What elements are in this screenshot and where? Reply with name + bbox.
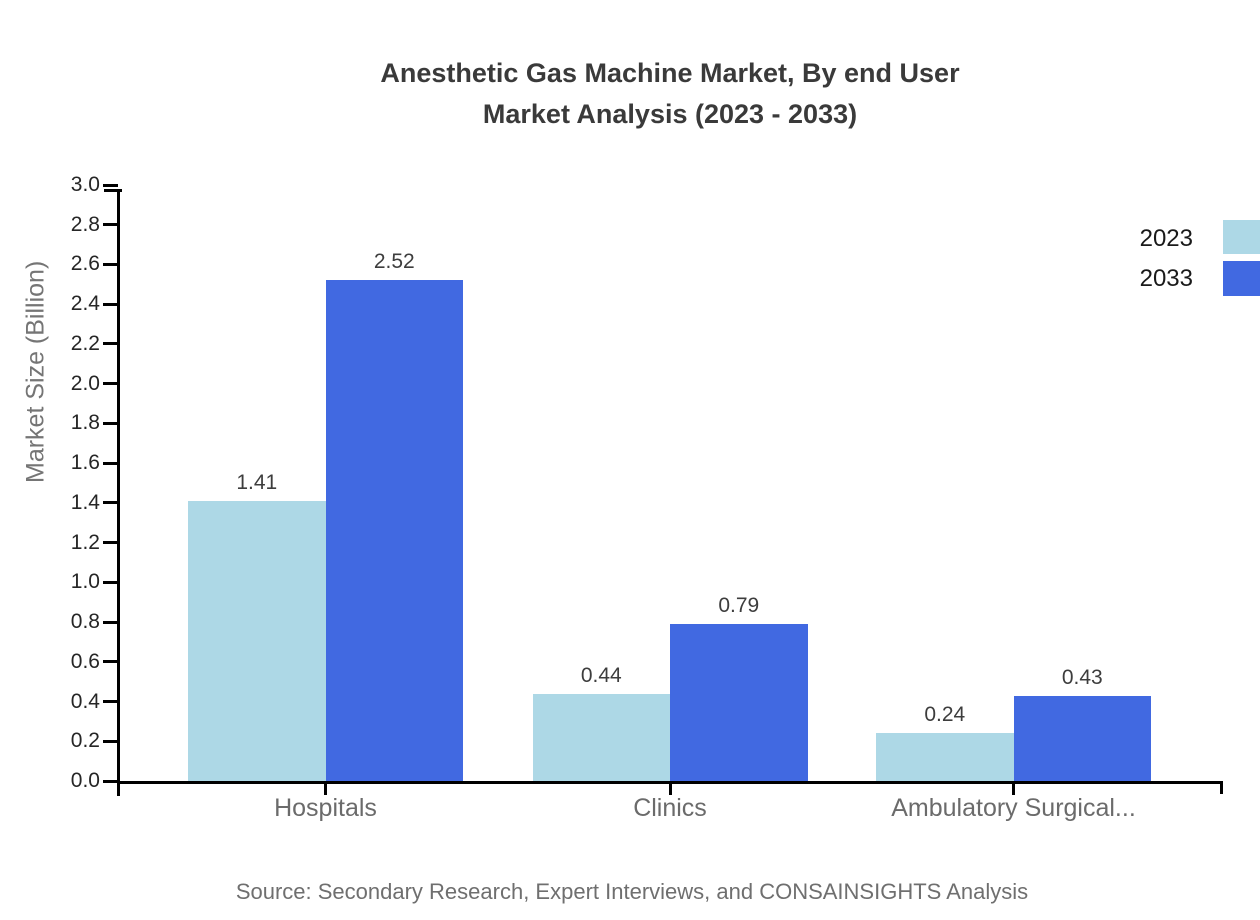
bar-2033-Hospitals [325, 280, 463, 781]
bar-value-label-2023-Hospitals: 1.41 [236, 470, 278, 494]
y-tick-label-0.2: 0.2 [70, 729, 100, 753]
y-tick-label-1.0: 1.0 [70, 570, 100, 594]
y-tick-1.6 [103, 461, 118, 465]
bar-2023-Ambulatory Surgical... [876, 733, 1014, 781]
source-attribution: Source: Secondary Research, Expert Inter… [235, 879, 1029, 904]
x-tick-3 [1012, 781, 1015, 795]
chart-title-line-1: Anesthetic Gas Machine Market, By end Us… [380, 58, 960, 88]
y-tick-label-1.8: 1.8 [70, 411, 100, 435]
y-tick-1.8 [103, 421, 118, 425]
y-tick-1.0 [103, 580, 118, 584]
y-tick-2.4 [103, 302, 118, 306]
y-tick-2.2 [103, 342, 118, 346]
y-axis-spine [117, 189, 120, 796]
bar-2023-Hospitals [188, 500, 326, 781]
y-tick-label-1.6: 1.6 [70, 451, 100, 475]
y-tick-label-0.4: 0.4 [70, 689, 100, 713]
legend-swatch-2023[interactable] [1223, 220, 1260, 254]
y-tick-2.6 [103, 262, 118, 266]
y-tick-0.8 [103, 620, 118, 624]
x-category-label-2: Clinics [633, 794, 707, 822]
y-tick-label-2.0: 2.0 [70, 371, 100, 395]
y-tick-label-1.4: 1.4 [70, 490, 100, 514]
bar-value-label-2033-Ambulatory Surgical...: 0.43 [1061, 665, 1103, 689]
y-tick-2.0 [103, 382, 118, 386]
bar-value-label-2023-Clinics: 0.44 [580, 663, 622, 687]
y-tick-1.2 [103, 541, 118, 545]
x-tick-1 [324, 781, 327, 795]
y-tick-0.6 [103, 660, 118, 664]
y-tick-1.4 [103, 501, 118, 505]
chart-title-line-2: Market Analysis (2023 - 2033) [482, 99, 858, 129]
y-tick-label-2.2: 2.2 [70, 331, 100, 355]
x-axis-end-tick [1220, 781, 1223, 794]
y-tick-0.0 [103, 779, 118, 783]
y-axis-top-cap [104, 189, 122, 192]
y-tick-label-0.0: 0.0 [70, 769, 100, 792]
y-tick-label-2.4: 2.4 [70, 292, 100, 316]
legend-label-2033[interactable]: 2033 [1139, 265, 1193, 292]
bar-2023-Clinics [532, 693, 670, 781]
y-tick-label-0.8: 0.8 [70, 610, 100, 634]
legend-label-2023[interactable]: 2023 [1139, 225, 1193, 252]
bar-value-label-2033-Clinics: 0.79 [718, 594, 760, 618]
y-tick-label-2.6: 2.6 [70, 252, 100, 276]
y-tick-label-2.8: 2.8 [70, 212, 100, 236]
y-tick-label-3.0: 3.0 [70, 173, 100, 196]
y-tick-label-0.6: 0.6 [70, 649, 100, 673]
y-tick-2.8 [103, 223, 118, 227]
y-tick-label-1.2: 1.2 [70, 530, 100, 554]
x-category-label-3: Ambulatory Surgical... [891, 794, 1136, 822]
bar-2033-Ambulatory Surgical... [1013, 695, 1151, 781]
x-tick-2 [668, 781, 672, 795]
legend-swatch-2033[interactable] [1223, 261, 1260, 296]
bar-value-label-2033-Hospitals: 2.52 [373, 250, 415, 274]
bar-value-label-2023-Ambulatory Surgical...: 0.24 [924, 703, 966, 727]
y-tick-0.4 [103, 700, 118, 704]
y-tick-3.0 [103, 183, 118, 187]
chart-title: Anesthetic Gas Machine Market, By end Us… [118, 53, 1222, 135]
x-category-label-1: Hospitals [274, 794, 377, 822]
y-tick-0.2 [103, 739, 118, 743]
bar-2033-Clinics [670, 624, 808, 781]
